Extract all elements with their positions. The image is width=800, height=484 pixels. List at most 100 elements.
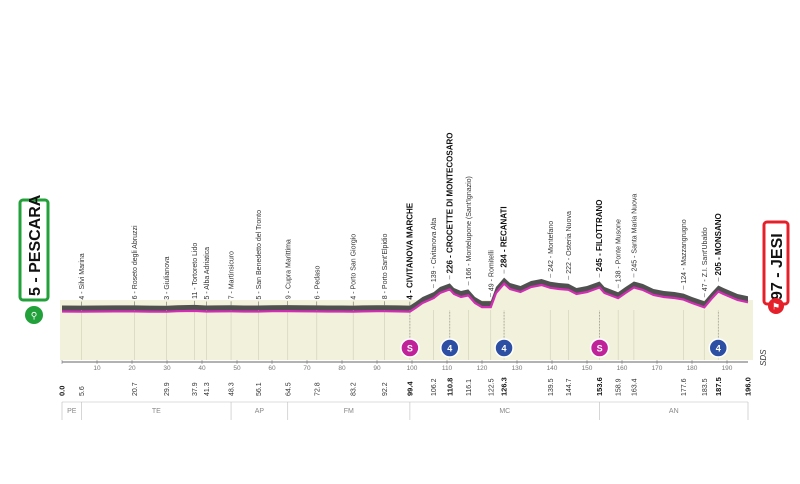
x-tick-label: 140 — [547, 365, 558, 372]
kom-4-badge — [708, 338, 728, 358]
km-label: 116.1 — [466, 379, 473, 396]
km-label: 126.3 — [500, 377, 509, 396]
waypoint-label: 11 - Tortoreto Lido — [192, 243, 199, 299]
km-label: 72.8 — [314, 382, 321, 396]
km-label: 99.4 — [405, 381, 414, 396]
bike-icon — [25, 306, 43, 324]
kom-4-badge-label: 4 — [502, 344, 507, 354]
km-label: 5.6 — [79, 386, 86, 396]
km-label: 183.5 — [702, 378, 709, 396]
x-tick-label: 100 — [407, 365, 418, 372]
km-label: 153.6 — [595, 377, 604, 396]
km-label: 106.2 — [431, 378, 438, 396]
finish-label-text: 97 - JESI — [769, 233, 786, 300]
waypoint-label: 138 - Ponte Musone — [616, 219, 623, 282]
terrain-area — [62, 283, 748, 360]
x-tick-label: 170 — [652, 365, 663, 372]
province-strip: PE TE AP FM MC AN — [61, 401, 749, 420]
waypoint-label: 5 - Alba Adriatica — [204, 247, 211, 300]
waypoint-label: 139 - Civitanova Alta — [431, 218, 438, 282]
waypoint-label: 47 - Z.I. Sant'Ubaldo — [702, 227, 709, 291]
province-label: PE — [67, 408, 77, 415]
x-tick-label: 30 — [163, 365, 171, 372]
x-tick-label: 180 — [687, 365, 698, 372]
km-label: 110.8 — [445, 378, 454, 396]
hills-layer — [62, 277, 748, 360]
km-label: 37.9 — [192, 382, 199, 396]
x-tick-label: 40 — [198, 365, 206, 372]
waypoint-label: 284 - RECANATI — [500, 206, 509, 267]
sds-logo: SDS — [759, 349, 768, 366]
x-tick-label: 80 — [338, 365, 346, 372]
km-label: 56.1 — [256, 382, 263, 396]
waypoint-label: 4 - Porto San Giorgio — [351, 234, 358, 300]
finish-flag-icon — [768, 298, 784, 314]
km-label: 64.5 — [285, 382, 292, 396]
x-tick-label: 190 — [722, 365, 733, 372]
km-label: 187.5 — [714, 377, 723, 396]
kom-4-badge — [494, 338, 514, 358]
waypoint-label: 49 - Romitelli — [488, 250, 495, 291]
kom-4-badge-label: 4 — [447, 344, 452, 354]
km-label: 139.5 — [548, 378, 555, 396]
start-label: 5 - PESCARA ⚲ — [18, 194, 50, 324]
x-tick-label: 10 — [93, 365, 101, 372]
waypoint-label: 205 - MONSANO — [714, 213, 723, 275]
kom-4-badge-label: 4 — [716, 344, 721, 354]
km-label: 92.2 — [382, 382, 389, 396]
km-label: 29.9 — [164, 382, 171, 396]
sprint-badge — [400, 338, 420, 358]
x-tick-label: 60 — [268, 365, 276, 372]
x-tick-label: 70 — [303, 365, 311, 372]
waypoint-label: 6 - Pedaso — [314, 265, 321, 299]
waypoint-label: 3 - Giulianova — [164, 256, 171, 299]
sprint-badge-label: S — [597, 344, 603, 354]
profile-layer — [61, 282, 749, 313]
province-label: FM — [344, 408, 354, 415]
bike-icon-glyph: ⚲ — [31, 311, 38, 321]
waypoint-label: 4 - CIVITANOVA MARCHE — [405, 202, 414, 299]
km-label: 177.6 — [681, 378, 688, 396]
waypoint-label: 166 - Montelupone (Sant'Ignazio) — [466, 176, 473, 279]
axis-layer: 10 20 30 40 50 60 70 80 90 100 110 120 130 140 150 160 1… — [58, 360, 753, 396]
waypoint-labels: 4 - Silvi Marina 6 - Roseto degli Abruzzi… — [79, 132, 723, 306]
waypoint-label: 9 - Cupra Marittima — [285, 239, 292, 299]
x-tick-label: 90 — [373, 365, 381, 372]
province-label: AP — [255, 408, 265, 415]
km-label: 48.3 — [229, 382, 236, 396]
km-label: 196.0 — [744, 377, 753, 396]
start-label-text: 5 - PESCARA — [27, 194, 44, 296]
waypoint-label: 226 - CROCETTE DI MONTECOSARO — [445, 132, 454, 273]
finish-flag-glyph: ⚑ — [772, 302, 780, 312]
km-label: 158.9 — [616, 378, 623, 396]
km-label: 41.3 — [204, 382, 211, 396]
waypoint-label: 245 - Santa Maria Nuova — [631, 194, 638, 272]
sprint-badge — [589, 338, 610, 358]
province-label: MC — [499, 408, 510, 415]
province-label: TE — [152, 408, 161, 415]
x-tick-label: 150 — [582, 365, 593, 372]
markers-layer: S 4 4 S 4 — [400, 312, 728, 358]
waypoint-label: 8 - Porto Sant'Elpidio — [382, 234, 389, 300]
x-tick-label: 110 — [442, 365, 453, 372]
waypoint-label: 4 - Silvi Marina — [79, 253, 86, 299]
waypoint-label: 242 - Montefano — [548, 221, 555, 272]
province-label: AN — [669, 408, 679, 415]
finish-label: 97 - JESI ⚑ — [762, 220, 790, 314]
waypoint-label: 5 - San Benedetto del Tronto — [256, 210, 263, 300]
sprint-badge-label: S — [407, 344, 413, 354]
x-tick-label: 120 — [477, 365, 488, 372]
km-label: 144.7 — [566, 378, 573, 396]
start-box — [18, 198, 50, 302]
km-label: 0.0 — [58, 386, 67, 396]
waypoint-label: 6 - Roseto degli Abruzzi — [132, 225, 139, 299]
km-label: 122.5 — [488, 378, 495, 396]
x-tick-label: 160 — [617, 365, 628, 372]
x-tick-label: 50 — [233, 365, 241, 372]
waypoint-label: 245 - FILOTTRANO — [595, 199, 604, 271]
km-label: 20.7 — [132, 382, 139, 396]
waypoint-label: 124 - Mazzangrugno — [681, 219, 688, 283]
waypoint-label: 222 - Osteria Nuova — [566, 211, 573, 274]
km-label: 163.4 — [631, 378, 638, 396]
